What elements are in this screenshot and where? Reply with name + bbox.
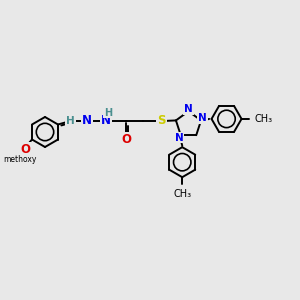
Text: CH₃: CH₃ — [254, 114, 272, 124]
Text: N: N — [82, 114, 92, 128]
Text: S: S — [157, 114, 166, 128]
Text: H: H — [104, 107, 112, 118]
Text: methoxy: methoxy — [3, 155, 37, 164]
Text: H: H — [66, 116, 75, 126]
Text: N: N — [175, 133, 184, 142]
Text: N: N — [198, 113, 207, 123]
Text: O: O — [121, 133, 131, 146]
Text: N: N — [101, 114, 111, 128]
Text: CH₃: CH₃ — [173, 189, 191, 199]
Text: N: N — [184, 104, 193, 114]
Text: O: O — [20, 142, 30, 156]
